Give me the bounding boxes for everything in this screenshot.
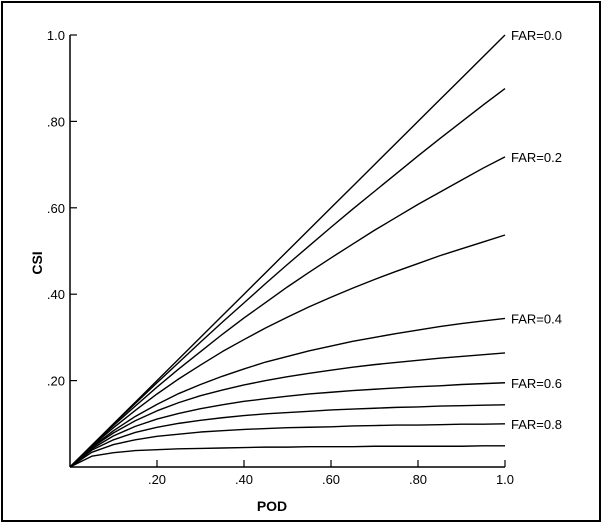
series-line	[69, 234, 506, 468]
series-line	[69, 156, 506, 468]
series-line	[69, 352, 506, 468]
series-line	[69, 382, 506, 468]
series-line	[69, 317, 506, 468]
series-line	[69, 88, 506, 468]
series-label: FAR=0.2	[511, 150, 562, 165]
series-label: FAR=0.6	[511, 376, 562, 391]
series-label: FAR=0.4	[511, 311, 562, 326]
series-line	[69, 34, 506, 468]
y-axis-title: CSI	[29, 251, 45, 274]
series-label: FAR=0.0	[511, 28, 562, 43]
series-label: FAR=0.8	[511, 417, 562, 432]
x-tick-label: .20	[148, 472, 166, 487]
y-tick-label: 1.0	[47, 28, 65, 43]
axes: .20 .40 .60 .80 1.0 .20 .40 .60 .80 1.0 POD CSI	[29, 28, 514, 514]
x-tick-label: .80	[409, 472, 427, 487]
y-tick-label: .80	[47, 114, 65, 129]
y-tick-label: .60	[47, 201, 65, 216]
labels: FAR=0.0 FAR=0.2 FAR=0.4 FAR=0.6 FAR=0.8	[511, 28, 562, 432]
x-tick-label: .60	[322, 472, 340, 487]
series-line	[69, 445, 505, 468]
x-tick-label: 1.0	[496, 472, 514, 487]
series-line	[69, 404, 506, 468]
series-line	[69, 423, 506, 468]
x-tick-label: .40	[235, 472, 253, 487]
figure-frame	[1, 1, 601, 522]
x-axis-title: POD	[257, 498, 287, 514]
curves	[69, 34, 506, 468]
y-tick-label: .40	[47, 287, 65, 302]
y-tick-label: .20	[47, 374, 65, 389]
